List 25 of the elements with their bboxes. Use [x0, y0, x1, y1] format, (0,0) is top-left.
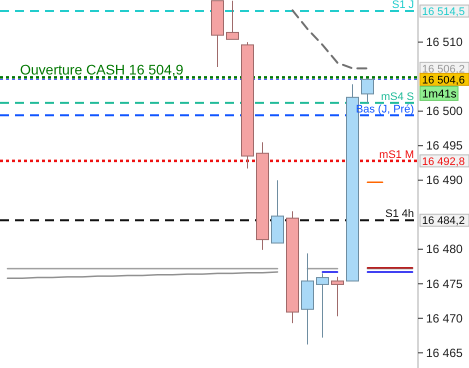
y-tick-label: 16 504,6 — [422, 74, 465, 86]
y-tick-label: 16 510 — [426, 35, 464, 50]
y-tick-label: 16 514,5 — [422, 6, 465, 18]
y-tick-label: 16 490 — [426, 173, 464, 188]
y-tick-label: 16 470 — [426, 311, 464, 326]
y-tick-label: 16 506,2 — [422, 63, 465, 76]
ref-line-label: Ouverture CASH 16 504,9 — [20, 61, 184, 78]
ref-line-label: mS1 M — [379, 148, 414, 161]
candlestick — [361, 78, 374, 104]
ref-line-label: S1 J — [392, 0, 414, 12]
candlestick — [331, 276, 344, 317]
ref-line-label: mS4 S — [380, 90, 414, 103]
text: 1m41s — [422, 88, 457, 100]
y-tick-label: 16 495 — [426, 138, 464, 153]
candlestick — [316, 272, 329, 338]
y-tick-label: 16 475 — [426, 276, 464, 291]
y-tick-label: 16 492,8 — [422, 156, 465, 168]
line-series — [292, 9, 368, 70]
candlestick — [226, 0, 239, 40]
ref-line-label: S1 4h — [385, 208, 414, 220]
y-tick-label: 16 484,2 — [422, 215, 465, 228]
y-tick-label: 16 500 — [426, 104, 464, 118]
y-tick-label: 16 465 — [426, 346, 464, 360]
line-series — [6, 271, 278, 279]
y-tick-label: 16 480 — [426, 242, 464, 256]
